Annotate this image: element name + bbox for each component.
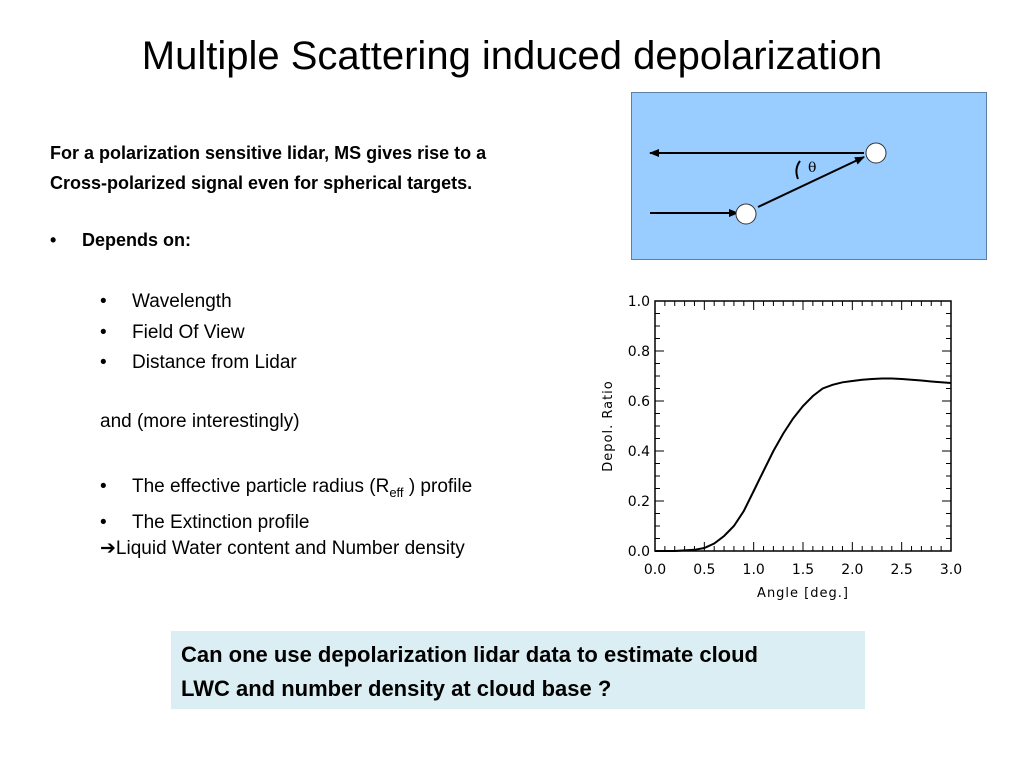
factor-list: • Wavelength • Field Of View • Distance fro…	[100, 287, 297, 379]
y-tick-label: 0.2	[628, 494, 650, 510]
profile-list: • The effective particle radius (Reff ) p…	[100, 472, 472, 539]
x-tick-label: 1.5	[792, 562, 814, 578]
list-item-label: The Extinction profile	[132, 512, 310, 534]
intro-line-2: Cross-polarized signal even for spherica…	[50, 173, 473, 193]
y-tick-label: 0.6	[628, 394, 650, 410]
slide-title: Multiple Scattering induced depolarizati…	[141, 34, 883, 78]
series-line	[655, 377, 952, 552]
depends-on-label: Depends on:	[82, 230, 192, 250]
particle-first	[735, 203, 757, 225]
intro-text: For a polarization sensitive lidar, MS g…	[50, 138, 610, 198]
x-tick-label: 3.0	[940, 562, 962, 578]
y-tick-label: 0.0	[628, 544, 650, 560]
x-axis-label: Angle [deg.]	[757, 586, 849, 601]
x-tick-label: 0.0	[644, 562, 666, 578]
bullet-marker: •	[100, 476, 107, 497]
scattered-arrow	[757, 156, 865, 208]
list-item: • The effective particle radius (Reff ) p…	[100, 472, 472, 508]
reff-prefix: The effective particle radius (R	[132, 476, 390, 497]
angle-arc	[795, 160, 801, 180]
list-item-label: Field Of View	[132, 321, 245, 343]
x-tick-label: 1.0	[743, 562, 765, 578]
y-axis-label: Depol. Ratio	[601, 380, 616, 471]
theta-label: θ	[808, 160, 816, 176]
x-tick-label: 2.5	[891, 562, 913, 578]
x-tick-label: 2.0	[841, 562, 863, 578]
question-line-1: Can one use depolarization lidar data to…	[181, 642, 758, 667]
conclusion-line: ➔Liquid Water content and Number density	[100, 537, 465, 560]
list-item: • The Extinction profile	[100, 508, 472, 539]
bullet-marker: •	[100, 512, 107, 534]
list-item: • Distance from Lidar	[100, 348, 297, 379]
list-item-label: Wavelength	[132, 291, 232, 312]
bullet-marker: •	[100, 321, 107, 343]
interest-text: and (more interestingly)	[100, 411, 300, 432]
question-box: Can one use depolarization lidar data to…	[171, 631, 865, 709]
question-line-2: LWC and number density at cloud base ?	[181, 676, 612, 701]
depends-on-heading: • Depends on:	[50, 230, 191, 251]
list-item: • Field Of View	[100, 318, 297, 349]
intro-line-1: For a polarization sensitive lidar, MS g…	[50, 143, 487, 163]
depolarization-chart: 0.0 0.5 1.0 1.5 2.0 2.5 3.00.00.20.40.60.81.0 …	[601, 294, 962, 601]
x-tick-label: 0.5	[693, 562, 715, 578]
list-item-label: Distance from Lidar	[132, 352, 297, 373]
particle-second	[865, 142, 887, 164]
bullet-marker: •	[100, 291, 107, 312]
scattering-diagram: θ	[631, 92, 987, 260]
y-tick-label: 0.8	[628, 344, 650, 360]
arrow-right-icon: ➔	[100, 538, 116, 559]
bullet-marker: •	[100, 352, 107, 373]
plot-frame	[654, 300, 952, 552]
reff-subscript: eff	[389, 484, 404, 500]
bullet-marker: •	[50, 230, 57, 250]
y-tick-label: 0.4	[628, 444, 650, 460]
y-tick-label: 1.0	[628, 294, 650, 310]
list-item: • Wavelength	[100, 287, 297, 318]
conclusion-text: Liquid Water content and Number density	[115, 538, 465, 559]
reff-suffix: ) profile	[403, 476, 473, 497]
